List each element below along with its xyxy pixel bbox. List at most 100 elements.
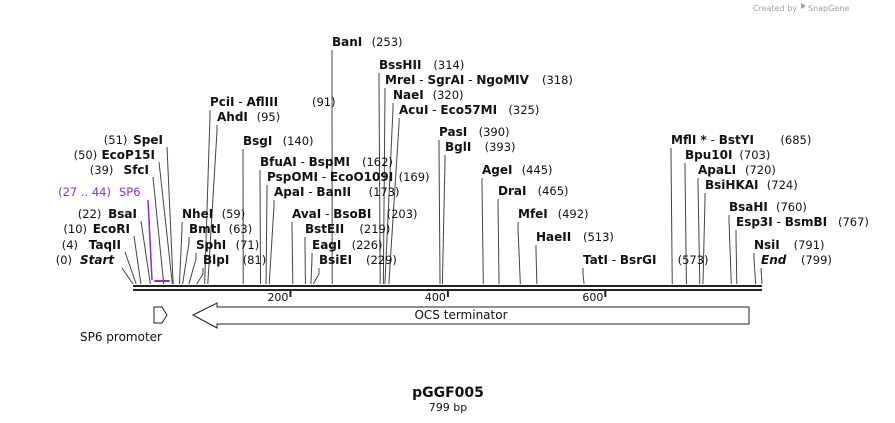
ocs-terminator-arrow[interactable]	[191, 302, 750, 329]
site-position: (390)	[479, 125, 510, 139]
site-nsii[interactable]: NsiI (791)	[754, 238, 825, 252]
leader-taqii	[124, 251, 137, 285]
site-name: MreI - SgrAI - NgoMIV	[385, 73, 530, 87]
site-position: (140)	[283, 134, 314, 148]
site-position: (219)	[359, 222, 390, 236]
leader-bfuai-bspmi	[259, 170, 262, 285]
site-position: (325)	[508, 103, 539, 117]
site-name: SpeI	[133, 133, 163, 147]
tick-600: 600	[582, 289, 607, 304]
ocs-terminator-label: OCS terminator	[414, 308, 507, 322]
primer-label[interactable]: (27 .. 44) SP6	[58, 185, 140, 199]
site-name: PspOMI - EcoO109I	[267, 170, 393, 184]
site-pasi[interactable]: PasI (390)	[439, 125, 510, 139]
site-taqii[interactable]: (4) TaqII	[62, 238, 121, 252]
site-name: AcuI - Eco57MI	[399, 103, 497, 117]
site-tati-bsrgi[interactable]: TatI - BsrGI (573)	[583, 253, 709, 267]
site-blpi[interactable]: BlpI (81)	[203, 253, 266, 267]
site-pspomi-ecoo109i[interactable]: PspOMI - EcoO109I (169)	[267, 170, 430, 184]
site-name: BsaI	[108, 207, 137, 221]
site-ecop15i[interactable]: (50) EcoP15I	[74, 148, 155, 162]
site-position: (169)	[399, 170, 430, 184]
site-name: ApaLI	[698, 163, 736, 177]
site-position: (63)	[229, 222, 253, 236]
site-position: (22)	[78, 207, 102, 221]
site-name: TatI - BsrGI	[583, 253, 656, 267]
site-bmti[interactable]: BmtI (63)	[189, 222, 252, 236]
site-mfei[interactable]: MfeI (492)	[518, 207, 589, 221]
site-ecori[interactable]: (10) EcoRI	[63, 222, 130, 236]
site-bsihkai[interactable]: BsiHKAI (724)	[705, 178, 798, 192]
site-position: (685)	[780, 133, 811, 147]
site-eagi[interactable]: EagI (226)	[312, 238, 383, 252]
site-bfuai-bspmi[interactable]: BfuAI - BspMI (162)	[260, 155, 393, 169]
site-bani[interactable]: BanI (253)	[332, 35, 403, 49]
site-avai-bsobi[interactable]: AvaI - BsoBI (203)	[292, 207, 418, 221]
site-sfci[interactable]: (39) SfcI	[90, 163, 149, 177]
sp6-promoter-arrow[interactable]	[153, 306, 168, 324]
tick-label: 400	[425, 291, 446, 304]
site-position: (229)	[366, 253, 397, 267]
site-position: (226)	[352, 238, 383, 252]
leader-ecori	[133, 235, 142, 285]
site-agei[interactable]: AgeI (445)	[482, 163, 553, 177]
site-name: BssHII	[379, 58, 421, 72]
leader-nhei	[178, 222, 183, 285]
site-bsai[interactable]: (22) BsaI	[78, 207, 137, 221]
site-haeii[interactable]: HaeII (513)	[536, 230, 614, 244]
leader-bmti	[182, 237, 190, 285]
site-acui-eco57mi[interactable]: AcuI - Eco57MI (325)	[399, 103, 539, 117]
site-position: (513)	[583, 230, 614, 244]
snapgene-logo-icon	[801, 3, 806, 9]
site-position: (59)	[222, 207, 246, 221]
site-name: MflI * - BstYI	[671, 133, 754, 147]
site-position: (91)	[312, 95, 336, 109]
site-drai[interactable]: DraI (465)	[498, 184, 569, 198]
site-bpu10i[interactable]: Bpu10I (703)	[685, 148, 770, 162]
site-position: (253)	[372, 35, 403, 49]
site-name: HaeII	[536, 230, 571, 244]
site-bgli[interactable]: BglI (393)	[445, 140, 516, 154]
leader-apai-banii	[268, 200, 275, 285]
site-name: BsgI	[243, 134, 272, 148]
site-apali[interactable]: ApaLI (720)	[698, 163, 776, 177]
site-mfli-bstyi[interactable]: MflI * - BstYI (685)	[671, 133, 811, 147]
site-position: (703)	[739, 148, 770, 162]
site-position: (10)	[63, 222, 87, 236]
site-sphi[interactable]: SphI (71)	[196, 238, 259, 252]
leader-ecop15i	[158, 161, 173, 285]
site-position: (573)	[678, 253, 709, 267]
end-marker[interactable]: End (799)	[761, 253, 832, 267]
site-ahdi[interactable]: AhdI (95)	[217, 110, 280, 124]
leader-pasi	[438, 140, 441, 285]
site-pcii-afliii[interactable]: PciI - AflIII (91)	[210, 95, 336, 109]
end-label: End	[761, 253, 787, 267]
site-name: BanI	[332, 35, 362, 49]
leader-start	[121, 267, 134, 285]
site-bsahi[interactable]: BsaHI (760)	[729, 200, 807, 214]
site-bsshii[interactable]: BssHII (314)	[379, 58, 464, 72]
site-nhei[interactable]: NheI (59)	[182, 207, 245, 221]
site-position: (50)	[74, 148, 98, 162]
site-mrei-sgrai-ngomiv[interactable]: MreI - SgrAI - NgoMIV (318)	[385, 73, 573, 87]
site-spei[interactable]: (51) SpeI	[104, 133, 163, 147]
site-position: (760)	[776, 200, 807, 214]
site-position: (81)	[243, 253, 267, 267]
leader-bpu10i	[684, 163, 687, 285]
leader-eagi	[310, 253, 313, 285]
site-naei[interactable]: NaeI (320)	[393, 88, 464, 102]
primer-range: (27 .. 44)	[58, 185, 111, 199]
site-bsgi[interactable]: BsgI (140)	[243, 134, 314, 148]
site-bsteii[interactable]: BstEII (219)	[305, 222, 390, 236]
site-position: (724)	[767, 178, 798, 192]
site-position: (39)	[90, 163, 114, 177]
site-bsiei[interactable]: BsiEI (229)	[319, 253, 397, 267]
start-marker[interactable]: (0) Start	[56, 253, 116, 267]
site-esp3i-bsmbi[interactable]: Esp3I - BsmBI (767)	[736, 215, 869, 229]
site-name: PasI	[439, 125, 467, 139]
site-apai-banii[interactable]: ApaI - BanII (173)	[274, 185, 400, 199]
leader-naei	[384, 103, 394, 285]
site-position: (173)	[369, 185, 400, 199]
end-position: (799)	[801, 253, 832, 267]
